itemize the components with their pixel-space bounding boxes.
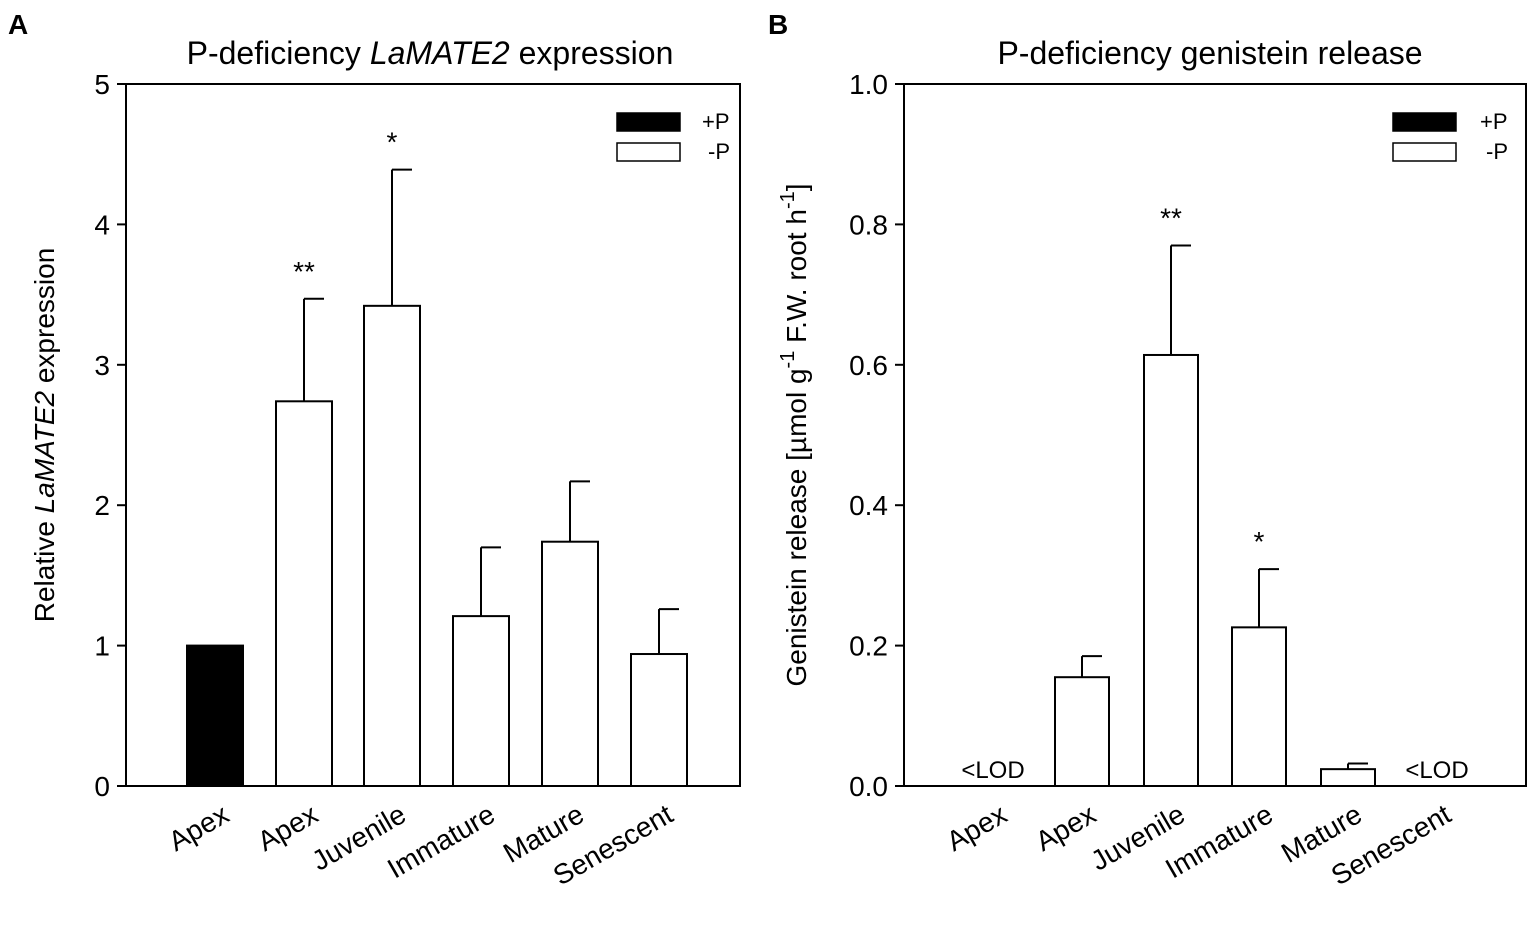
legend-minus-p-label: -P (1486, 139, 1508, 164)
panel-b-title: P-deficiency genistein release (997, 35, 1422, 71)
error-bar (569, 480, 590, 542)
legend-minus-p-swatch (616, 142, 681, 162)
y-tick-label: 0.0 (849, 771, 888, 802)
bar-minus-p-immature (452, 615, 510, 788)
y-tick-label: 0.4 (849, 490, 888, 521)
panel-a-y-ticks: 0 1 2 3 4 5 (94, 69, 126, 802)
panel-a-y-axis-label: Relative LaMATE2 expression (29, 248, 60, 623)
error-bar (658, 608, 679, 655)
error-bar (1170, 244, 1191, 355)
bar-minus-p-mature (541, 540, 599, 787)
bar-minus-p-juvenile (1143, 353, 1199, 787)
error-bar (480, 546, 501, 617)
y-tick-label: 0 (94, 771, 110, 802)
y-tick-label: 3 (94, 350, 110, 381)
bar-minus-p-mature (1320, 768, 1376, 787)
panel-b-y-axis-label: Genistein release [µmol g-1 F.W. root h-… (777, 183, 812, 686)
significance-marker: * (387, 127, 398, 158)
bar-minus-p-senescent (630, 653, 688, 787)
panel-b: B P-deficiency genistein release Geniste… (768, 9, 1527, 891)
lod-annotation: <LOD (1405, 757, 1468, 784)
legend-plus-p-label: +P (702, 109, 730, 134)
legend-minus-p-swatch (1392, 142, 1457, 162)
legend-minus-p-label: -P (708, 139, 730, 164)
panel-a-legend: +P -P (616, 109, 730, 164)
error-bar (1347, 762, 1368, 770)
panel-b-label: B (768, 9, 788, 40)
lod-annotation: <LOD (961, 757, 1024, 784)
y-tick-label: 0.6 (849, 350, 888, 381)
bar-minus-p-immature (1231, 626, 1287, 788)
y-tick-label: 4 (94, 209, 110, 240)
x-tick-label: Apex (941, 798, 1012, 857)
y-tick-label: 0.8 (849, 209, 888, 240)
y-tick-label: 1.0 (849, 69, 888, 100)
bar-minus-p-apex (275, 400, 333, 787)
significance-marker: ** (293, 256, 315, 287)
y-tick-label: 2 (94, 490, 110, 521)
y-tick-label: 0.2 (849, 631, 888, 662)
panel-b-plot-frame (903, 83, 1527, 787)
panel-b-y-ticks: 0.0 0.2 0.4 0.6 0.8 1.0 (849, 69, 904, 802)
significance-marker: * (1254, 526, 1265, 557)
bar-plus-p-apex (186, 644, 244, 787)
panel-a-title: P-deficiency LaMATE2 expression (187, 35, 674, 71)
legend-plus-p-label: +P (1480, 109, 1508, 134)
legend-plus-p-swatch (616, 112, 681, 132)
panel-b-legend: +P -P (1392, 109, 1508, 164)
panel-a-label: A (8, 9, 28, 40)
error-bar (303, 297, 324, 402)
error-bar (1258, 568, 1279, 628)
significance-marker: ** (1160, 202, 1182, 233)
x-tick-label: Apex (163, 798, 234, 857)
panel-a: A P-deficiency LaMATE2 expression Relati… (8, 9, 741, 891)
y-tick-label: 5 (94, 69, 110, 100)
legend-plus-p-swatch (1392, 112, 1457, 132)
panel-b-bars: <LOD***<LOD (961, 202, 1469, 788)
bar-minus-p-apex (1054, 676, 1110, 787)
error-bar (1081, 655, 1102, 678)
panel-a-plot-frame (125, 83, 741, 787)
error-bar (391, 168, 412, 306)
bar-minus-p-juvenile (363, 304, 421, 787)
panel-a-bars: *** (186, 127, 688, 788)
y-tick-label: 1 (94, 631, 110, 662)
